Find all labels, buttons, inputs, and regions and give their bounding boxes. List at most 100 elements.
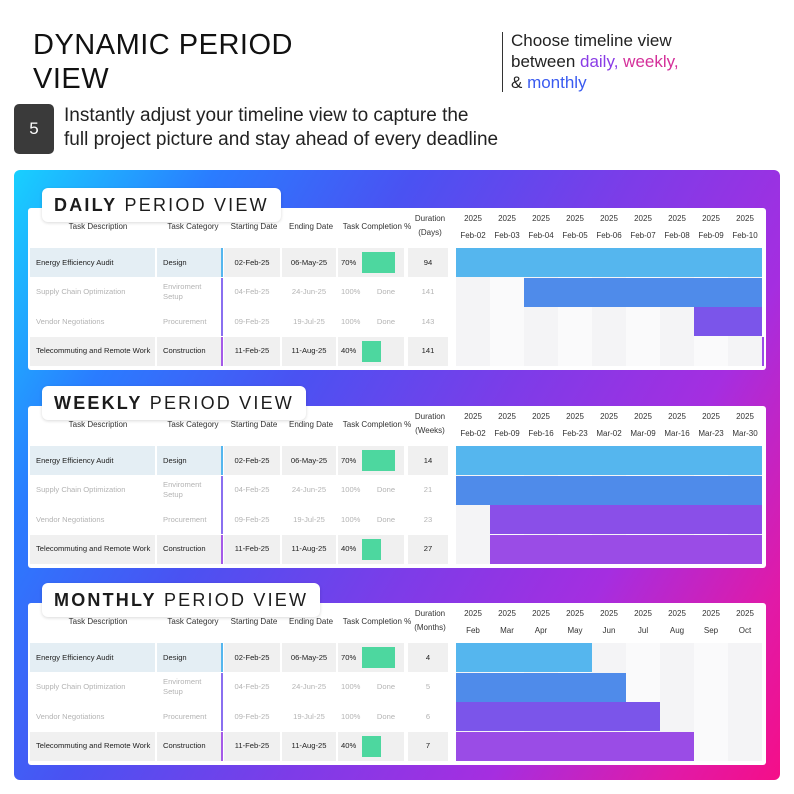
task-description: Vendor Negotiations — [30, 307, 155, 336]
completion-progress-bar — [362, 735, 381, 757]
timeline-year-label: 2025 — [464, 609, 482, 618]
timeline-period-label: Feb-09 — [494, 429, 520, 438]
period-view-title-rest: PERIOD VIEW — [117, 195, 269, 215]
task-status: Done — [376, 287, 396, 296]
subtitle-amp: & — [511, 73, 528, 92]
gantt-bar — [456, 446, 762, 475]
task-start-date: 02-Feb-25 — [224, 248, 280, 277]
column-header-desc: Task Description — [68, 222, 128, 231]
gantt-bar — [456, 475, 762, 505]
page-title-line2: VIEW — [33, 63, 110, 95]
duration-label: Duration — [414, 412, 446, 421]
task-start-date: 09-Feb-25 — [224, 505, 280, 534]
timeline-period-label: Feb-02 — [460, 429, 486, 438]
column-header-desc: Task Description — [68, 420, 128, 429]
page-subtitle: Choose timeline view between daily, week… — [511, 30, 771, 93]
gantt-bar — [456, 731, 694, 761]
task-completion-percent: 100% — [338, 277, 404, 307]
subtitle-line1: Choose timeline view — [511, 31, 672, 50]
category-accent — [221, 248, 223, 277]
timeline-period-label: Feb-09 — [698, 231, 724, 240]
task-description: Supply Chain Optimization — [30, 672, 155, 702]
task-description: Vendor Negotiations — [30, 505, 155, 534]
table-row[interactable]: Vendor Negotiations Procurement 09-Feb-25 1… — [30, 505, 450, 534]
task-end-date: 11-Aug-25 — [282, 336, 336, 366]
period-view-title: WEEKLY PERIOD VIEW — [42, 386, 306, 420]
timeline-year-label: 2025 — [634, 412, 652, 421]
table-row[interactable]: Energy Efficiency Audit Design 02-Feb-25 06… — [30, 248, 450, 277]
table-row[interactable]: Supply Chain Optimization Enviroment Setu… — [30, 672, 450, 702]
category-accent — [221, 643, 223, 672]
table-row[interactable]: Energy Efficiency Audit Design 02-Feb-25 06… — [30, 446, 450, 475]
timeline-period-label: Feb — [466, 626, 480, 635]
gantt-bar — [456, 643, 592, 672]
timeline-year-label: 2025 — [600, 214, 618, 223]
task-description: Vendor Negotiations — [30, 702, 155, 731]
task-duration: 4 — [408, 643, 448, 672]
timeline-period-label: Feb-06 — [596, 231, 622, 240]
task-completion-percent: 100% — [338, 475, 404, 505]
task-completion-percent: 100% — [338, 505, 404, 534]
timeline-period-label: Feb-04 — [528, 231, 554, 240]
timeline-period-label: Mar-02 — [596, 429, 622, 438]
table-row[interactable]: Supply Chain Optimization Enviroment Setu… — [30, 475, 450, 505]
subtitle-line2: between daily, weekly, — [511, 51, 771, 72]
table-row[interactable]: Energy Efficiency Audit Design 02-Feb-25 06… — [30, 643, 450, 672]
task-status: Done — [376, 514, 396, 524]
category-accent — [221, 505, 223, 534]
period-view-title: MONTHLY PERIOD VIEW — [42, 583, 321, 617]
task-end-date: 19-Jul-25 — [282, 702, 336, 731]
daily-word: daily, — [580, 52, 619, 71]
table-row[interactable]: Telecommuting and Remote Work Constructio… — [30, 336, 450, 366]
task-category: Enviroment Setup — [157, 277, 221, 307]
period-view-title-rest: PERIOD VIEW — [142, 393, 294, 413]
task-end-date: 19-Jul-25 — [282, 307, 336, 336]
timeline-year-label: 2025 — [464, 214, 482, 223]
page-title: DYNAMIC PERIOD VIEW — [33, 28, 293, 96]
period-view-title-rest: PERIOD VIEW — [156, 590, 309, 610]
timeline-year-label: 2025 — [464, 412, 482, 421]
table-row[interactable]: Telecommuting and Remote Work Constructio… — [30, 534, 450, 564]
timeline-year-label: 2025 — [736, 609, 754, 618]
timeline-period-label: Mar-30 — [732, 429, 758, 438]
task-end-date: 06-May-25 — [282, 248, 336, 277]
task-category: Design — [157, 446, 221, 475]
task-start-date: 04-Feb-25 — [224, 475, 280, 505]
timeline-year-label: 2025 — [532, 214, 550, 223]
timeline-period-label: Apr — [534, 626, 548, 635]
task-description: Supply Chain Optimization — [30, 277, 155, 307]
timeline-year-label: 2025 — [566, 412, 584, 421]
timeline-period-label: Feb-02 — [460, 231, 486, 240]
timeline-period-label: Feb-05 — [562, 231, 588, 240]
timeline-period-label: Feb-10 — [732, 231, 758, 240]
page-title-line1: DYNAMIC PERIOD — [33, 29, 293, 61]
timeline-year-label: 2025 — [498, 214, 516, 223]
step-description-line2: full project picture and stay ahead of e… — [64, 129, 499, 150]
task-status: Done — [376, 316, 396, 326]
table-row[interactable]: Telecommuting and Remote Work Constructio… — [30, 731, 450, 761]
column-header-cat: Task Category — [167, 617, 219, 626]
table-row[interactable]: Vendor Negotiations Procurement 09-Feb-25 1… — [30, 307, 450, 336]
task-start-date: 09-Feb-25 — [224, 702, 280, 731]
category-accent — [221, 307, 223, 336]
timeline-year-label: 2025 — [668, 609, 686, 618]
timeline-period-label: Mar — [500, 626, 514, 635]
timeline-year-label: 2025 — [498, 412, 516, 421]
category-accent — [221, 277, 223, 307]
step-badge: 5 — [14, 104, 54, 154]
category-accent — [221, 731, 223, 761]
subtitle-prefix: between — [511, 52, 580, 71]
task-start-date: 11-Feb-25 — [224, 731, 280, 761]
task-category: Enviroment Setup — [157, 475, 221, 505]
timeline-period-label: Feb-07 — [630, 231, 656, 240]
task-duration: 141 — [408, 336, 448, 366]
task-description: Energy Efficiency Audit — [30, 446, 155, 475]
table-row[interactable]: Vendor Negotiations Procurement 09-Feb-25 1… — [30, 702, 450, 731]
timeline-year-label: 2025 — [498, 609, 516, 618]
table-row[interactable]: Supply Chain Optimization Enviroment Setu… — [30, 277, 450, 307]
timeline-column — [728, 643, 762, 761]
task-duration: 27 — [408, 534, 448, 564]
column-header-cat: Task Category — [167, 420, 219, 429]
step-description: Instantly adjust your timeline view to c… — [64, 104, 764, 152]
completion-progress-bar — [362, 647, 395, 668]
